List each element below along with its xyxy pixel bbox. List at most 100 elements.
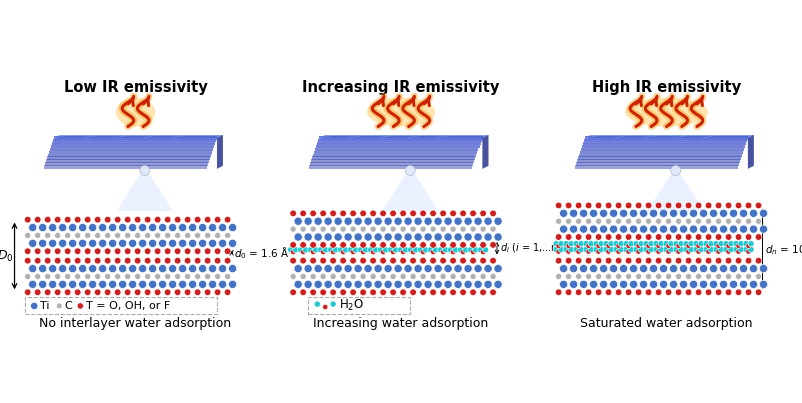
Circle shape [648, 241, 654, 247]
Circle shape [330, 258, 336, 264]
Circle shape [650, 280, 658, 289]
Circle shape [135, 248, 141, 255]
Circle shape [659, 280, 667, 289]
Circle shape [454, 280, 462, 289]
Circle shape [670, 166, 681, 175]
Circle shape [705, 258, 712, 264]
Circle shape [626, 218, 632, 224]
Circle shape [229, 264, 237, 273]
Circle shape [324, 217, 332, 225]
Circle shape [710, 264, 718, 273]
Circle shape [188, 239, 196, 247]
Circle shape [49, 239, 57, 247]
Circle shape [575, 289, 582, 295]
Circle shape [354, 280, 363, 289]
Circle shape [25, 274, 30, 280]
Circle shape [400, 258, 407, 264]
Circle shape [360, 249, 366, 255]
Circle shape [320, 242, 326, 248]
Circle shape [344, 264, 352, 273]
Circle shape [205, 258, 211, 264]
Circle shape [638, 247, 644, 253]
Circle shape [380, 210, 387, 217]
Circle shape [99, 224, 107, 232]
Circle shape [695, 258, 702, 264]
Circle shape [639, 209, 648, 217]
Circle shape [38, 264, 47, 273]
Circle shape [188, 224, 196, 232]
Circle shape [135, 233, 140, 239]
Polygon shape [48, 154, 211, 157]
Circle shape [695, 202, 702, 209]
Circle shape [494, 217, 502, 225]
Circle shape [713, 241, 719, 247]
Circle shape [334, 280, 342, 289]
Polygon shape [583, 142, 746, 145]
Circle shape [460, 258, 467, 264]
Circle shape [668, 241, 674, 247]
Circle shape [746, 274, 751, 280]
Text: $d_i$ ($i$ = 1,...n-1): $d_i$ ($i$ = 1,...n-1) [500, 241, 572, 255]
Circle shape [304, 233, 312, 241]
Circle shape [419, 258, 427, 264]
Circle shape [79, 224, 87, 232]
Circle shape [215, 274, 221, 280]
Circle shape [708, 247, 714, 253]
Circle shape [424, 280, 432, 289]
Polygon shape [54, 135, 223, 138]
Circle shape [310, 226, 316, 232]
Circle shape [715, 234, 722, 240]
Circle shape [484, 233, 492, 241]
Circle shape [199, 280, 207, 289]
Circle shape [710, 209, 718, 217]
Circle shape [49, 280, 57, 289]
Circle shape [38, 280, 47, 289]
Polygon shape [136, 176, 154, 182]
Circle shape [124, 289, 131, 295]
Circle shape [168, 224, 176, 232]
Circle shape [726, 218, 731, 224]
Polygon shape [132, 182, 158, 188]
Circle shape [670, 225, 678, 233]
Circle shape [470, 274, 476, 280]
Circle shape [119, 280, 127, 289]
Circle shape [606, 249, 611, 254]
Circle shape [439, 289, 447, 295]
Circle shape [300, 274, 306, 280]
Circle shape [675, 274, 682, 280]
Polygon shape [748, 135, 754, 168]
Circle shape [321, 249, 326, 255]
FancyBboxPatch shape [25, 297, 217, 314]
Circle shape [79, 239, 87, 247]
Circle shape [616, 249, 622, 254]
Circle shape [736, 243, 741, 248]
Circle shape [716, 243, 721, 248]
Circle shape [553, 247, 559, 253]
Circle shape [718, 241, 724, 247]
Circle shape [573, 247, 579, 253]
Circle shape [663, 241, 669, 247]
Circle shape [154, 216, 161, 223]
Circle shape [404, 233, 412, 241]
Text: H$_2$O: H$_2$O [339, 298, 364, 314]
Circle shape [140, 166, 150, 175]
Circle shape [434, 233, 442, 241]
Circle shape [573, 241, 579, 247]
Circle shape [454, 217, 462, 225]
Circle shape [420, 226, 426, 232]
Circle shape [384, 233, 392, 241]
Circle shape [646, 274, 651, 280]
Circle shape [480, 258, 486, 264]
Circle shape [434, 280, 442, 289]
Circle shape [685, 234, 692, 240]
Circle shape [566, 243, 571, 248]
Text: Increasing water adsorption: Increasing water adsorption [314, 317, 488, 330]
Circle shape [655, 274, 662, 280]
Circle shape [290, 258, 297, 264]
Circle shape [209, 239, 217, 247]
Circle shape [310, 210, 317, 217]
Circle shape [743, 247, 749, 253]
Circle shape [124, 216, 131, 223]
Circle shape [34, 248, 41, 255]
Circle shape [555, 258, 562, 264]
